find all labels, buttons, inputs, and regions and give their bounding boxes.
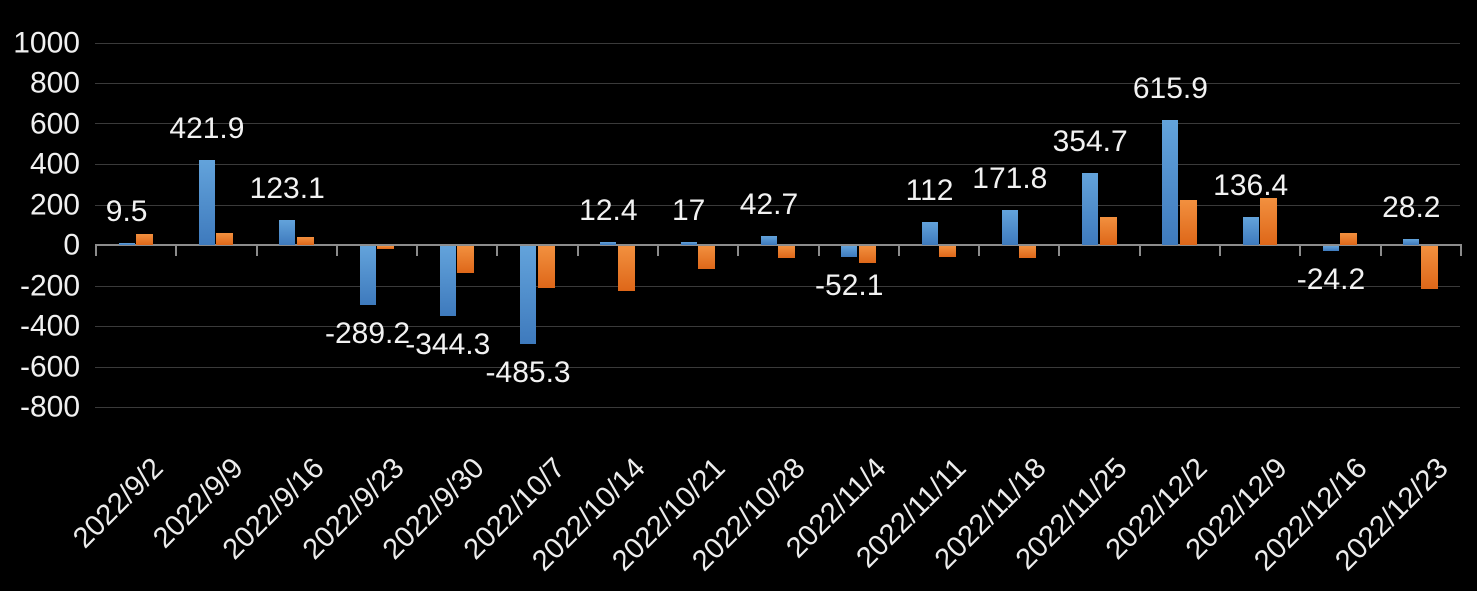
bar-series-1-blue bbox=[1082, 173, 1099, 245]
bar-series-2-orange bbox=[136, 233, 154, 245]
bar-series-2-orange bbox=[377, 246, 394, 250]
bar-series-1-blue bbox=[439, 246, 456, 316]
gridline bbox=[95, 123, 1460, 124]
y-axis-tick-label: 200 bbox=[29, 188, 80, 221]
axis-tick-mark bbox=[657, 245, 659, 256]
y-axis-tick-label: 400 bbox=[29, 147, 80, 181]
bar-series-2-orange bbox=[537, 246, 555, 288]
bar-series-1-blue bbox=[680, 241, 697, 245]
bar-series-2-orange bbox=[1099, 216, 1117, 245]
gridline bbox=[95, 286, 1460, 287]
bar-value-label: 421.9 bbox=[169, 111, 245, 145]
axis-tick-mark bbox=[818, 245, 820, 256]
bar-value-label: -24.2 bbox=[1296, 262, 1366, 296]
bar-series-2-orange bbox=[778, 246, 796, 259]
bar-series-1-blue bbox=[198, 159, 215, 245]
gridline bbox=[95, 367, 1460, 368]
bar-value-label: 354.7 bbox=[1052, 125, 1128, 159]
y-axis-tick-label: 600 bbox=[29, 107, 80, 140]
bar-series-1-blue bbox=[841, 246, 858, 257]
y-axis-tick-label: 1000 bbox=[13, 26, 80, 59]
bar-value-label: -289.2 bbox=[324, 316, 411, 350]
bar-series-1-blue bbox=[1001, 210, 1018, 245]
axis-tick-mark bbox=[1139, 245, 1141, 256]
bar-series-1-blue bbox=[1403, 239, 1420, 245]
axis-tick-mark bbox=[175, 245, 177, 256]
axis-tick-mark bbox=[1219, 245, 1221, 256]
bar-series-1-blue bbox=[279, 220, 296, 245]
bar-series-1-blue bbox=[520, 246, 537, 345]
axis-tick-mark bbox=[336, 245, 338, 256]
bar-series-1-blue bbox=[1162, 120, 1179, 245]
bar-series-2-orange bbox=[1260, 198, 1278, 245]
y-axis-tick-label: 800 bbox=[29, 66, 80, 100]
gridline bbox=[95, 83, 1460, 84]
bar-series-1-blue bbox=[359, 246, 376, 305]
bar-series-2-orange bbox=[939, 246, 957, 258]
x-axis-line bbox=[95, 244, 1462, 246]
y-axis-tick-label: -200 bbox=[19, 269, 80, 302]
bar-series-2-orange bbox=[1019, 246, 1037, 259]
gridline bbox=[95, 43, 1460, 44]
y-axis-tick-label: -800 bbox=[19, 390, 80, 424]
axis-tick-mark bbox=[898, 245, 900, 256]
bar-series-2-orange bbox=[698, 246, 716, 270]
axis-tick-mark bbox=[496, 245, 498, 256]
bar-series-2-orange bbox=[1340, 232, 1358, 245]
y-axis-tick-label: -600 bbox=[19, 350, 80, 383]
bar-value-label: 171.8 bbox=[972, 162, 1048, 196]
bar-series-2-orange bbox=[617, 246, 635, 291]
bar-value-label: 9.5 bbox=[105, 195, 148, 228]
bar-series-1-blue bbox=[1322, 246, 1339, 251]
bar-value-label: 12.4 bbox=[579, 194, 638, 228]
bar-series-1-blue bbox=[1242, 217, 1259, 245]
bar-value-label: -52.1 bbox=[815, 268, 884, 302]
y-axis-tick-label: 0 bbox=[63, 228, 80, 262]
gridline bbox=[95, 205, 1460, 206]
bar-value-label: -344.3 bbox=[405, 327, 491, 361]
axis-tick-mark bbox=[978, 245, 980, 256]
bar-series-1-blue bbox=[760, 236, 777, 245]
axis-tick-mark bbox=[416, 245, 418, 256]
bar-series-2-orange bbox=[1420, 246, 1438, 289]
bar-value-label: 17 bbox=[671, 193, 706, 227]
axis-tick-mark bbox=[1460, 245, 1462, 256]
bar-series-2-orange bbox=[858, 246, 876, 264]
bar-series-2-orange bbox=[1179, 200, 1197, 245]
y-axis-tick-label: -400 bbox=[19, 309, 80, 343]
gridline bbox=[95, 164, 1460, 165]
bar-value-label: 112 bbox=[905, 174, 954, 208]
bar-value-label: 42.7 bbox=[739, 188, 799, 222]
bar-value-label: 136.4 bbox=[1213, 169, 1289, 203]
gridline bbox=[95, 407, 1460, 408]
axis-tick-mark bbox=[256, 245, 258, 256]
bar-series-2-orange bbox=[296, 236, 314, 245]
axis-tick-mark bbox=[737, 245, 739, 256]
axis-tick-mark bbox=[95, 245, 97, 256]
bar-series-2-orange bbox=[457, 246, 475, 274]
bar-value-label: 28.2 bbox=[1382, 191, 1441, 225]
bar-value-label: 615.9 bbox=[1132, 72, 1208, 106]
bar-series-2-orange bbox=[216, 232, 234, 245]
bar-value-label: 123.1 bbox=[249, 172, 325, 206]
bar-value-label: -485.3 bbox=[485, 356, 571, 390]
gridline bbox=[95, 326, 1460, 327]
axis-tick-mark bbox=[577, 245, 579, 256]
bar-series-1-blue bbox=[118, 243, 135, 245]
axis-tick-mark bbox=[1299, 245, 1301, 256]
axis-tick-mark bbox=[1058, 245, 1060, 256]
bar-series-1-blue bbox=[600, 242, 617, 245]
axis-tick-mark bbox=[1380, 245, 1382, 256]
bar-series-1-blue bbox=[921, 222, 938, 245]
